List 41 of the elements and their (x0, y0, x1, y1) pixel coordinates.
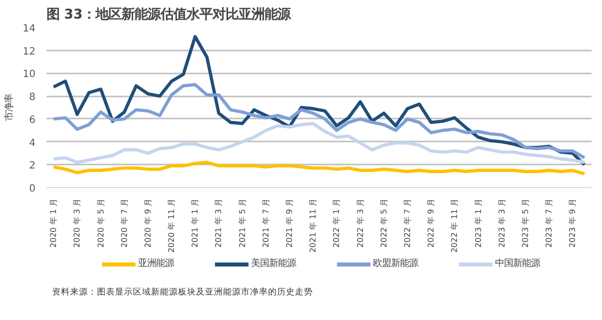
y-tick-label: 12 (22, 46, 36, 58)
x-tick-label: 2021 年 7 月 (261, 198, 270, 248)
legend-label: 美国新能源 (251, 257, 296, 270)
x-tick-label: 2022 年 9 月 (426, 198, 436, 248)
y-tick-label: 6 (29, 114, 36, 126)
line-series (52, 83, 586, 160)
x-tick-label: 2020 年 9 月 (143, 198, 152, 248)
x-tick-label: 2023 年 3 月 (497, 198, 506, 248)
line-series (52, 122, 586, 164)
x-tick-label: 2023 年 9 月 (568, 198, 578, 248)
legend-label: 中国新能源 (495, 257, 540, 270)
y-tick-label: 4 (29, 138, 36, 149)
chart-title: 图 33：地区新能源估值水平对比亚洲能源 (46, 6, 292, 22)
x-tick-label: 2020 年 3 月 (72, 198, 82, 248)
x-tick-label: 2020 年 5 月 (96, 198, 106, 248)
x-tick-label: 2020 年 1 月 (49, 198, 58, 248)
x-tick-label: 2021 年 3 月 (214, 198, 224, 248)
x-tick-label: 2023 年 5 月 (520, 198, 530, 248)
legend-label: 亚洲能源 (138, 257, 174, 270)
text: 资料来源：图表显示区域新能源板块及亚洲能源市净率的历史走势 (52, 286, 313, 298)
y-tick-label: 10 (22, 69, 36, 80)
y-tick-label: 8 (29, 92, 36, 104)
x-tick-label: 2020 年 7 月 (120, 198, 129, 248)
x-tick-label: 2023 年 7 月 (544, 198, 554, 248)
x-tick-label: 2023 年 1 月 (474, 198, 483, 248)
y-axis-title: 市净率 (4, 94, 15, 121)
y-tick-label: 14 (22, 24, 36, 34)
x-tick-label: 2022 年 3 月 (356, 198, 365, 248)
legend-label: 欧盟新能源 (373, 257, 418, 270)
x-tick-label: 2020 年 11 月 (167, 198, 176, 253)
x-tick-label: 2021 年 1 月 (190, 198, 200, 248)
x-tick-label: 2021 年 11 月 (308, 198, 318, 253)
x-tick-label: 2022 年 11 月 (450, 198, 460, 253)
x-tick-label: 2022 年 7 月 (402, 198, 412, 248)
x-tick-label: 2021 年 9 月 (285, 198, 294, 248)
x-tick-label: 2022 年 1 月 (332, 198, 342, 248)
y-tick-label: 0 (29, 184, 36, 194)
y-tick-label: 2 (29, 160, 36, 172)
x-tick-label: 2022 年 5 月 (379, 198, 388, 248)
x-tick-label: 2021 年 5 月 (238, 198, 247, 248)
line-series (52, 160, 586, 176)
